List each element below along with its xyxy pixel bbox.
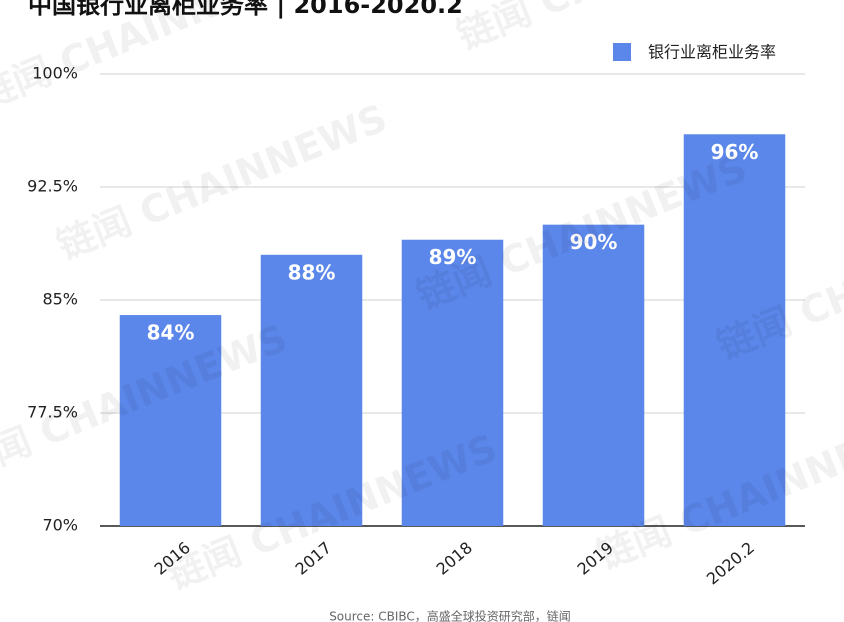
bar bbox=[683, 134, 786, 526]
value-label: 96% bbox=[711, 140, 759, 164]
x-tick-label: 2020.2 bbox=[703, 538, 758, 589]
legend-swatch bbox=[613, 43, 631, 61]
y-tick-label: 77.5% bbox=[27, 403, 78, 422]
y-tick-label: 92.5% bbox=[27, 177, 78, 196]
watermark: 链闻 CHAINNEWS bbox=[51, 96, 393, 268]
source: Source: CBIBC，高盛全球投资研究部，链闻 bbox=[329, 609, 571, 622]
y-tick-label: 85% bbox=[42, 290, 78, 309]
value-label: 90% bbox=[570, 230, 618, 254]
value-label: 89% bbox=[429, 245, 477, 269]
bar bbox=[260, 254, 363, 527]
value-label: 88% bbox=[288, 260, 336, 284]
x-tick-label: 2018 bbox=[433, 538, 476, 579]
bar bbox=[119, 315, 222, 526]
chart-title: 中国银行业离柜业务率 | 2016-2020.2 bbox=[28, 0, 463, 19]
value-label: 84% bbox=[147, 321, 195, 345]
legend-label: 银行业离柜业务率 bbox=[648, 43, 776, 62]
bar bbox=[401, 239, 504, 526]
y-tick-label: 70% bbox=[42, 516, 78, 535]
bar bbox=[542, 224, 645, 526]
y-tick-label: 100% bbox=[32, 64, 78, 83]
